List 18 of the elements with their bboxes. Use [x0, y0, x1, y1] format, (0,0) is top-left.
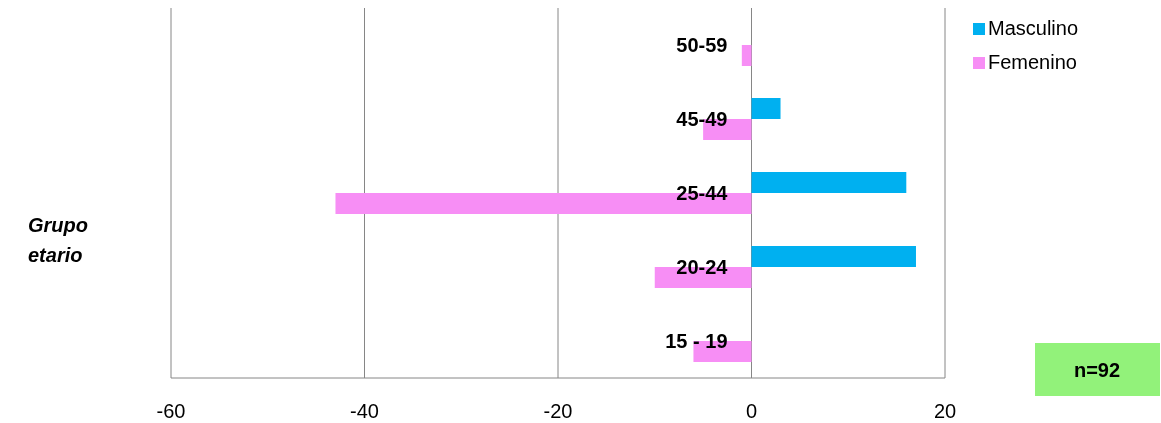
x-tick-label: -60: [156, 400, 186, 422]
y-tick-label: 50-59: [676, 34, 728, 56]
legend-label: Masculino: [988, 17, 1079, 39]
y-axis-title: Grupo etario: [28, 214, 88, 266]
bar: [741, 45, 752, 66]
legend-label: Femenino: [988, 51, 1077, 73]
y-tick-label: 20-24: [676, 256, 729, 278]
text: n=92: [1073, 359, 1121, 381]
y-tick-label: 15 - 19: [665, 330, 728, 352]
bar: [751, 98, 781, 119]
x-tick-label: -40: [350, 400, 379, 422]
x-tick-label: 20: [933, 400, 957, 422]
y-tick-label: 25-44: [676, 182, 729, 204]
bar: [751, 172, 907, 193]
x-tick-label: 0: [745, 400, 758, 422]
y-tick-label: 45-49: [676, 108, 728, 130]
bar: [751, 246, 916, 267]
x-tick-label: -20: [543, 400, 573, 422]
